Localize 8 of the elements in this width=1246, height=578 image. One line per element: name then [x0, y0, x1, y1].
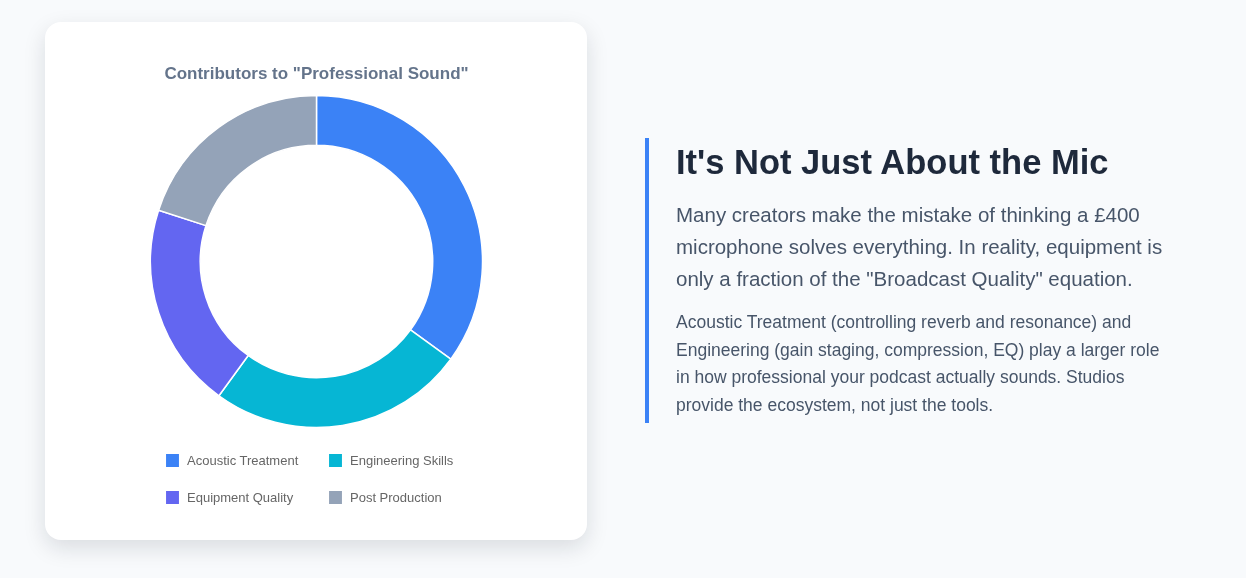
chart-title: Contributors to "Professional Sound": [164, 63, 469, 83]
text: Acoustic Treatment (controlling reverb and resonance) and Engineering (gain staging, compression, EQ) play a larger role in how professional your podcast actually sounds. Studios provide the ecosystem, not just the tools.: [676, 311, 1161, 417]
legend-label: Equipment Quality: [187, 489, 295, 505]
text: Many creators make the mistake of thinking a £400 microphone solves everything. In reality, equipment is only a fraction of the "Broadcast Quality" equation.: [676, 202, 1164, 293]
legend-label: Post Production: [350, 489, 443, 505]
text: It's Not Just About the Mic: [676, 142, 1110, 183]
legend-label: Engineering Skills: [350, 452, 455, 468]
legend-label: Acoustic Treatment: [187, 452, 300, 468]
